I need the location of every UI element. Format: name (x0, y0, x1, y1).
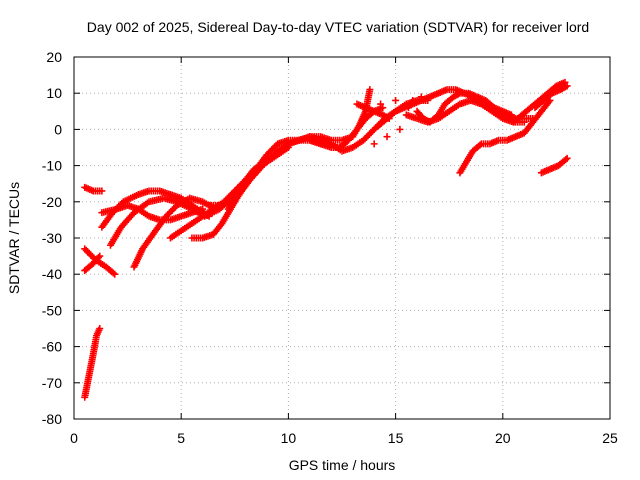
data-point (417, 93, 425, 101)
data-point (562, 156, 570, 164)
data-point (377, 100, 385, 108)
y-tick-label: -10 (42, 158, 62, 174)
data-point (507, 111, 515, 119)
y-tick-label: -40 (42, 266, 62, 282)
data-point (111, 270, 119, 278)
series-track-q (402, 96, 528, 126)
data-point (383, 133, 391, 141)
series-track-j (188, 133, 335, 242)
data-point (563, 154, 571, 162)
series-track-b (81, 245, 119, 278)
x-tick-label: 10 (281, 430, 297, 446)
data-point (379, 104, 387, 112)
y-tick-label: -20 (42, 194, 62, 210)
series-track-c (81, 252, 104, 275)
data-point (96, 325, 104, 332)
y-tick-label: 10 (46, 85, 62, 101)
data-point (96, 252, 104, 260)
data-point (199, 205, 207, 213)
series-track-k (205, 144, 292, 209)
data-point (392, 96, 400, 104)
y-tick-label: -70 (42, 375, 62, 391)
data-point (366, 86, 374, 94)
x-tick-label: 5 (177, 430, 185, 446)
y-tick-label: 20 (46, 49, 62, 65)
x-tick-label: 25 (602, 430, 618, 446)
data-point (404, 104, 412, 112)
data-point (409, 96, 417, 104)
y-axis-label: SDTVAR / TECUs (6, 182, 22, 294)
x-tick-label: 20 (495, 430, 511, 446)
series-track-r (413, 89, 515, 126)
data-point (520, 118, 528, 126)
data-point (109, 269, 117, 277)
data-point (396, 125, 404, 133)
y-tick-label: -80 (42, 411, 62, 427)
x-axis-label: GPS time / hours (289, 457, 396, 473)
chart-title: Day 002 of 2025, Sidereal Day-to-day VTE… (87, 19, 589, 35)
series-track-u (531, 82, 571, 112)
x-tick-label: 15 (388, 430, 404, 446)
series-track-i (166, 176, 250, 242)
y-tick-label: -50 (42, 302, 62, 318)
series-track-s (456, 96, 554, 177)
plot-frame (73, 56, 611, 420)
data-point (94, 254, 102, 262)
data-point (370, 140, 378, 148)
data-point (563, 82, 571, 90)
y-tick-label: 0 (54, 121, 62, 137)
series-track-v (537, 154, 571, 177)
series-track-d (81, 183, 106, 195)
data-point (98, 187, 106, 195)
series-scatter-mid (370, 93, 425, 148)
x-tick-label: 0 (70, 430, 78, 446)
y-tick-label: -30 (42, 230, 62, 246)
series-track-t (510, 78, 569, 126)
series-track-a (81, 325, 104, 401)
data-point (476, 141, 484, 149)
tick-labels: 0 5 10 15 20 25 20 10 0 -10 -20 -30 -40 -50 -60 -70 -80 (42, 49, 618, 446)
y-tick-label: -60 (42, 339, 62, 355)
data-points (81, 78, 571, 401)
